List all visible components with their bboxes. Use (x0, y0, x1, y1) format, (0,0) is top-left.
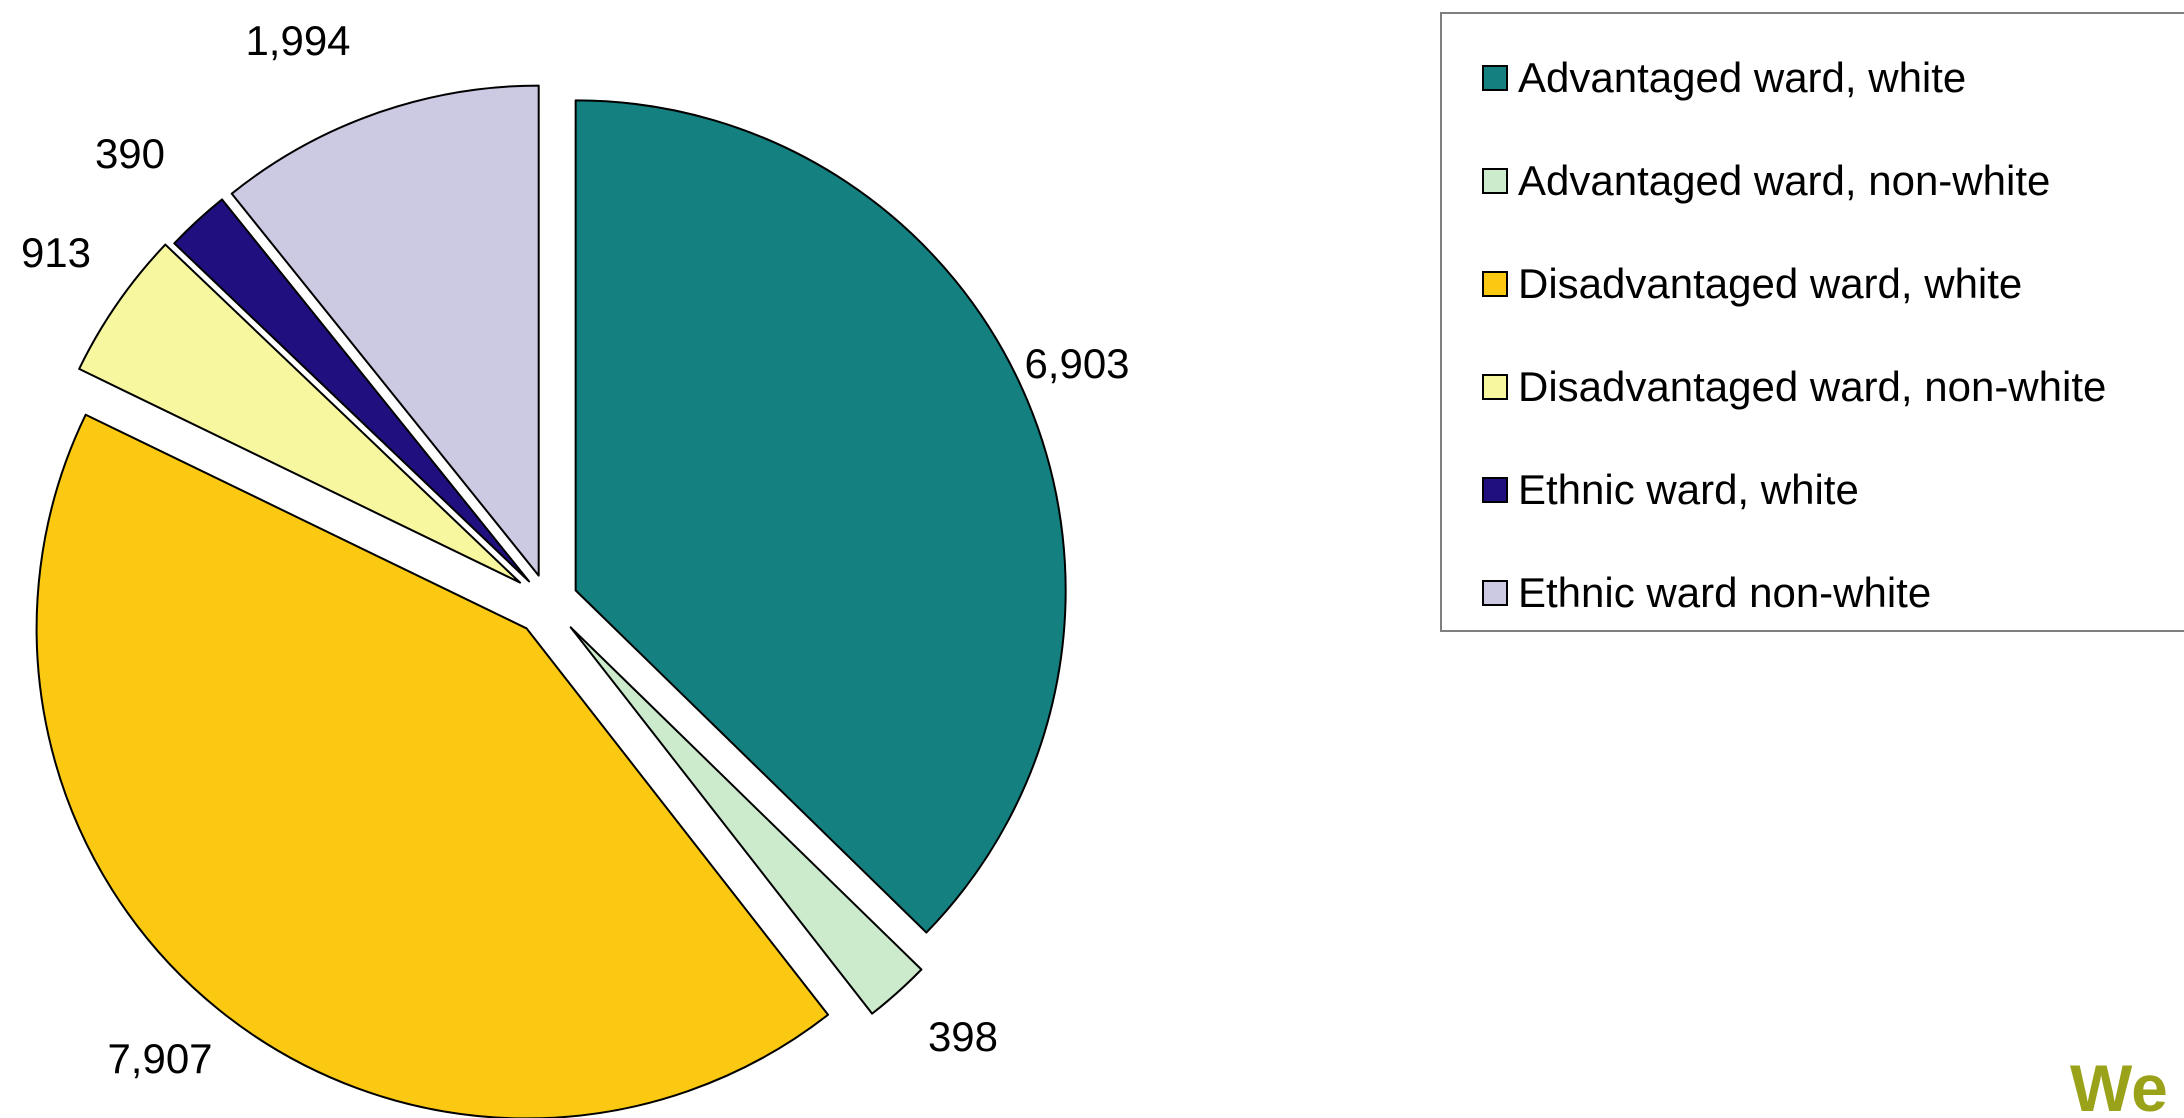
pie-slice-disadvantaged-nonwhite (78, 243, 522, 584)
legend-label: Disadvantaged ward, white (1518, 260, 2023, 307)
legend-swatch (1482, 271, 1508, 297)
legend-item-disadvantaged-white: Disadvantaged ward, white (1482, 260, 2022, 308)
legend-swatch (1482, 580, 1508, 606)
legend-label: Disadvantaged ward, non-white (1518, 363, 2107, 410)
legend-item-disadvantaged-nonwhite: Disadvantaged ward, non-white (1482, 363, 2106, 411)
pie-slice-disadvantaged-white (35, 413, 830, 1118)
legend-label: Ethnic ward non-white (1518, 569, 1932, 616)
pie-slice-ethnic-white (173, 198, 531, 583)
legend-label: Advantaged ward, white (1518, 54, 1967, 101)
corner-text: We (2070, 1051, 2168, 1118)
legend-swatch (1482, 374, 1508, 400)
data-label-ethnic-nonwhite: 1,994 (245, 17, 350, 64)
data-label-advantaged-white: 6,903 (1024, 340, 1129, 387)
pie-slice-advantaged-white (574, 99, 1067, 934)
pie-slice-ethnic-nonwhite (230, 84, 540, 577)
legend-item-ethnic-nonwhite: Ethnic ward non-white (1482, 569, 1931, 617)
legend-item-advantaged-nonwhite: Advantaged ward, non-white (1482, 157, 2050, 205)
pie-slice-advantaged-nonwhite (569, 626, 923, 1015)
legend-item-ethnic-white: Ethnic ward, white (1482, 466, 1859, 514)
data-label-advantaged-nonwhite: 398 (928, 1013, 998, 1060)
data-label-disadvantaged-nonwhite: 913 (21, 229, 91, 276)
legend-label: Ethnic ward, white (1518, 466, 1859, 513)
legend-swatch (1482, 477, 1508, 503)
data-label-ethnic-white: 390 (95, 130, 165, 177)
legend-swatch (1482, 65, 1508, 91)
legend-item-advantaged-white: Advantaged ward, white (1482, 54, 1966, 102)
legend-label: Advantaged ward, non-white (1518, 157, 2051, 204)
legend-swatch (1482, 168, 1508, 194)
legend: Advantaged ward, white Advantaged ward, … (1440, 12, 2184, 632)
data-label-disadvantaged-white: 7,907 (107, 1035, 212, 1082)
